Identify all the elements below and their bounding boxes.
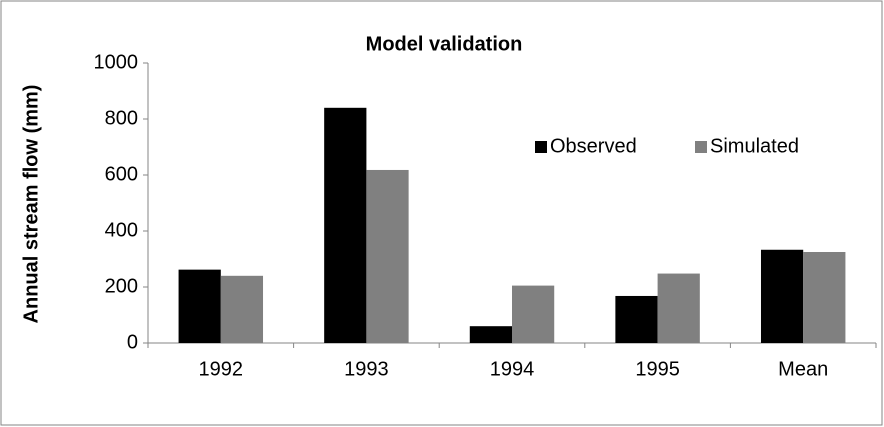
bar [615, 295, 658, 343]
y-axis-label: Annual stream flow (mm) [20, 85, 42, 324]
x-tick-label: 1992 [199, 358, 244, 380]
bar [220, 275, 264, 343]
bar [803, 252, 846, 343]
y-tick-label: 600 [105, 163, 138, 185]
bar [469, 326, 512, 343]
bar [324, 107, 367, 343]
y-tick-label: 1000 [94, 51, 139, 73]
bar [178, 269, 221, 343]
bar [512, 285, 555, 343]
bar [366, 169, 409, 343]
y-tick-label: 400 [105, 219, 138, 241]
chart-title: Model validation [366, 33, 523, 55]
x-tick-label: Mean [778, 358, 828, 380]
x-tick-label: 1993 [344, 358, 389, 380]
bar [760, 249, 804, 343]
y-tick-label: 200 [105, 275, 138, 297]
legend-swatch [695, 141, 707, 153]
bar [657, 273, 700, 343]
y-tick-label: 0 [127, 331, 138, 353]
y-tick-label: 800 [105, 107, 138, 129]
legend-swatch [535, 141, 547, 153]
x-tick-label: 1994 [490, 358, 535, 380]
legend-label: Observed [550, 135, 637, 157]
x-tick-label: 1995 [635, 358, 680, 380]
legend-label: Simulated [710, 135, 799, 157]
